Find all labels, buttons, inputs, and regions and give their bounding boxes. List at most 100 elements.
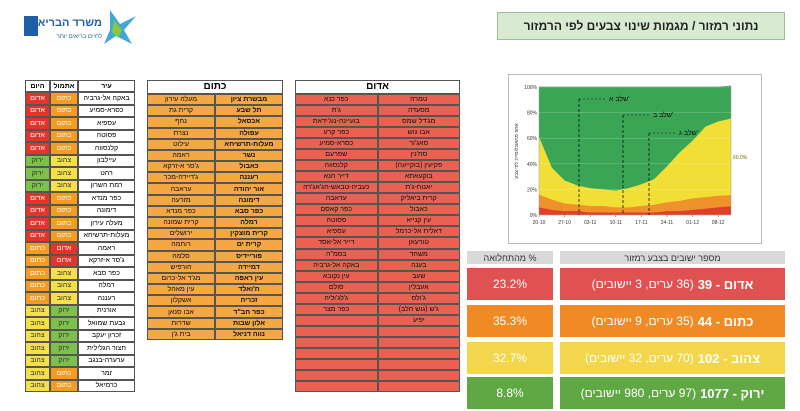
list-header: אדום bbox=[295, 80, 460, 94]
logo-emblem bbox=[24, 16, 38, 36]
x-tick-label: 17-11 bbox=[635, 220, 648, 226]
summary-label: ירוק - 1077 (97 ערים, 980 יישובים) bbox=[560, 377, 785, 409]
city-cell: סולם bbox=[295, 281, 378, 293]
city-cell: כפר חב"ד bbox=[215, 306, 283, 318]
status-cell: ירוק bbox=[25, 154, 50, 167]
status-cell: צהוב bbox=[25, 329, 50, 342]
city-cell: מבשרת ציון bbox=[215, 94, 283, 106]
city-cell: נצרת bbox=[147, 127, 215, 139]
city-cell: אעבלין bbox=[377, 281, 460, 293]
city-cell: בסמ"ה bbox=[295, 248, 378, 260]
status-cell: אדום bbox=[25, 204, 50, 217]
summary-count: אדום - 39 bbox=[697, 276, 754, 292]
empty-cell bbox=[377, 380, 460, 392]
status-cell: כתום bbox=[25, 267, 50, 280]
city-cell: ראמה bbox=[78, 242, 135, 255]
city-cell: כפר מנדא bbox=[78, 192, 135, 205]
status-cell: כתום bbox=[50, 204, 78, 217]
status-cell: כתום bbox=[50, 379, 78, 392]
table-header: היום bbox=[25, 80, 50, 92]
city-cell: כסרא-סמיע bbox=[78, 104, 135, 117]
city-cell: כאבול bbox=[377, 204, 460, 216]
summary-detail: (36 ערים, 3 יישובים) bbox=[591, 277, 694, 291]
status-cell: צהוב bbox=[50, 167, 78, 180]
y-tick-label: 80% bbox=[527, 111, 538, 117]
city-cell: גבעת שמואל bbox=[78, 317, 135, 330]
city-cell: רמת השרון bbox=[78, 179, 135, 192]
city-cell: קרית ים bbox=[215, 239, 283, 251]
status-cell: אדום bbox=[25, 142, 50, 155]
status-cell: ירוק bbox=[25, 179, 50, 192]
city-cell: מעלה עירון bbox=[147, 94, 215, 106]
city-cell: עראבה bbox=[147, 183, 215, 195]
summary-detail: (97 ערים, 980 יישובים) bbox=[580, 386, 697, 400]
status-cell: כתום bbox=[25, 279, 50, 292]
x-tick-label: 03-11 bbox=[584, 220, 597, 226]
status-cell: צהוב bbox=[50, 154, 78, 167]
city-cell: עין ראפה bbox=[215, 272, 283, 285]
city-cell: ג'דיידה-מכר bbox=[147, 172, 215, 184]
status-cell: אדום bbox=[25, 129, 50, 142]
city-cell: עספיא bbox=[295, 226, 378, 238]
phase-label: שלב ב' bbox=[653, 111, 673, 119]
summary-header: % מהתחלואה bbox=[467, 251, 553, 264]
city-cell: רעננה bbox=[78, 292, 135, 305]
summary-count: ירוק - 1077 bbox=[700, 385, 765, 401]
empty-cell bbox=[377, 369, 460, 381]
summary-count: כתום - 44 bbox=[697, 313, 754, 329]
summary-detail: (35 ערים, 9 יישובים) bbox=[591, 314, 694, 328]
city-cell: ח'ואלד bbox=[215, 284, 283, 296]
city-cell: ג'לג'וליה bbox=[295, 292, 378, 304]
status-cell: אדום bbox=[25, 229, 50, 242]
empty-cell bbox=[377, 347, 460, 359]
city-cell: קרית ביאליק bbox=[377, 193, 460, 205]
city-cell: ג'ש (גוש חלב) bbox=[377, 303, 460, 315]
empty-cell bbox=[295, 369, 378, 381]
status-cell: ירוק bbox=[25, 167, 50, 180]
status-cell: ירוק bbox=[50, 304, 78, 317]
value-label: 25.4% bbox=[733, 100, 748, 106]
city-cell: דאלית אל-כרמל bbox=[377, 226, 460, 238]
status-cell: אדום bbox=[25, 92, 50, 105]
city-cell: עילוט bbox=[147, 138, 215, 150]
status-cell: כתום bbox=[25, 242, 50, 255]
city-cell: כעביה-טבאש-חג'אג'רה bbox=[295, 182, 378, 194]
phase-label: שלב א' bbox=[609, 95, 630, 103]
status-cell: ירוק bbox=[50, 342, 78, 355]
city-cell: נווה דניאל bbox=[215, 328, 283, 340]
status-cell: ירוק bbox=[50, 354, 78, 367]
city-cell: קרית מוצקין bbox=[215, 228, 283, 240]
city-cell: מזרעה bbox=[147, 194, 215, 206]
status-cell: ירוק bbox=[50, 317, 78, 330]
city-cell: עספיא bbox=[78, 117, 135, 130]
empty-cell bbox=[377, 325, 460, 337]
summary-label: כתום - 44 (35 ערים, 9 יישובים) bbox=[560, 305, 785, 337]
city-cell: שפרעם bbox=[295, 149, 378, 161]
city-cell: כפר סבא bbox=[78, 267, 135, 280]
city-cell: פוריידיס bbox=[215, 250, 283, 262]
summary-count: צהוב - 102 bbox=[697, 350, 760, 366]
city-cell: רעננה bbox=[215, 172, 283, 184]
city-cell: בוקעאתא bbox=[377, 171, 460, 183]
city-cell: אבו גוש bbox=[377, 127, 460, 139]
phase-label: שלב ג' bbox=[679, 129, 698, 137]
area-fill bbox=[539, 85, 731, 191]
status-cell: כתום bbox=[50, 129, 78, 142]
city-cell: חצור הגלילית bbox=[78, 342, 135, 355]
y-tick-label: 100% bbox=[524, 85, 537, 91]
status-cell: צהוב bbox=[25, 354, 50, 367]
city-cell: עין מאהל bbox=[147, 284, 215, 296]
status-cell: ירוק bbox=[50, 329, 78, 342]
status-cell: אדום bbox=[25, 104, 50, 117]
city-cell: קרית שמונה bbox=[147, 217, 215, 229]
city-cell: ראמה bbox=[147, 149, 215, 162]
status-cell: אדום bbox=[50, 242, 78, 255]
city-cell: אשקלון bbox=[147, 295, 215, 307]
summary-label: אדום - 39 (36 ערים, 3 יישובים) bbox=[560, 268, 785, 300]
status-cell: אדום bbox=[25, 117, 50, 130]
city-cell: אורנית bbox=[78, 304, 135, 317]
status-cell: צהוב bbox=[25, 304, 50, 317]
x-tick-label: 01-12 bbox=[686, 220, 699, 226]
city-cell: כפר קרע bbox=[295, 127, 378, 139]
status-cell: כתום bbox=[50, 192, 78, 205]
